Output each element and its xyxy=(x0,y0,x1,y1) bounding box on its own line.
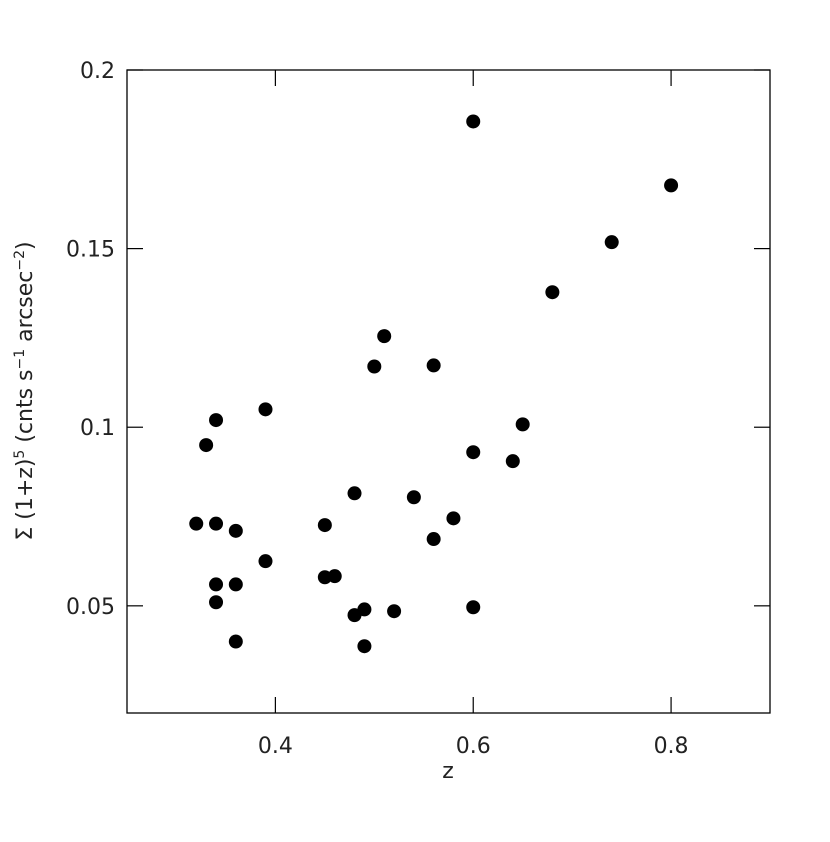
data-point xyxy=(466,600,481,615)
data-point xyxy=(209,413,224,428)
data-point xyxy=(317,518,332,533)
y-tick-label: 0.05 xyxy=(66,595,115,620)
y-tick-label: 0.15 xyxy=(66,238,115,263)
y-tick-label: 0.2 xyxy=(80,59,115,84)
y-axis-label-part: 5 xyxy=(12,450,28,459)
x-axis-label: z xyxy=(442,759,454,784)
data-point xyxy=(209,577,224,592)
data-point xyxy=(466,445,481,460)
data-point xyxy=(545,285,560,300)
y-axis-label: Σ (1+z)5 (cnts s−1 arcsec−2) xyxy=(12,241,38,540)
plot-frame xyxy=(126,69,771,714)
x-tick-label: 0.6 xyxy=(456,734,491,759)
data-point xyxy=(327,569,342,584)
data-point xyxy=(446,511,461,526)
data-point xyxy=(258,554,273,569)
data-point xyxy=(228,577,243,592)
y-axis-label-part: −1 xyxy=(12,349,28,370)
data-point xyxy=(406,490,421,505)
x-tick-label: 0.8 xyxy=(654,734,689,759)
data-point xyxy=(209,516,224,531)
data-point xyxy=(209,595,224,610)
data-point xyxy=(357,602,372,617)
data-point xyxy=(377,329,392,344)
data-point xyxy=(515,417,530,432)
y-axis-label-part: Σ (1+z) xyxy=(13,459,38,541)
data-point xyxy=(228,634,243,649)
data-point xyxy=(228,523,243,538)
data-point xyxy=(604,235,619,250)
y-axis-label-part: arcsec xyxy=(13,271,38,349)
data-point xyxy=(258,402,273,417)
y-axis-label-part: −2 xyxy=(12,250,28,271)
data-point xyxy=(664,178,679,193)
data-point xyxy=(426,532,441,547)
data-point xyxy=(387,604,402,619)
data-point xyxy=(189,516,204,531)
data-point xyxy=(426,358,441,373)
data-point xyxy=(357,639,372,654)
x-tick-label: 0.4 xyxy=(258,734,293,759)
data-point xyxy=(466,114,481,129)
data-point xyxy=(505,454,520,469)
data-point xyxy=(367,359,382,374)
data-point xyxy=(199,438,214,453)
y-axis-label-part: ) xyxy=(13,241,38,250)
data-point xyxy=(347,486,362,501)
y-axis-label-part: (cnts s xyxy=(13,369,38,449)
y-tick-label: 0.1 xyxy=(80,416,115,441)
